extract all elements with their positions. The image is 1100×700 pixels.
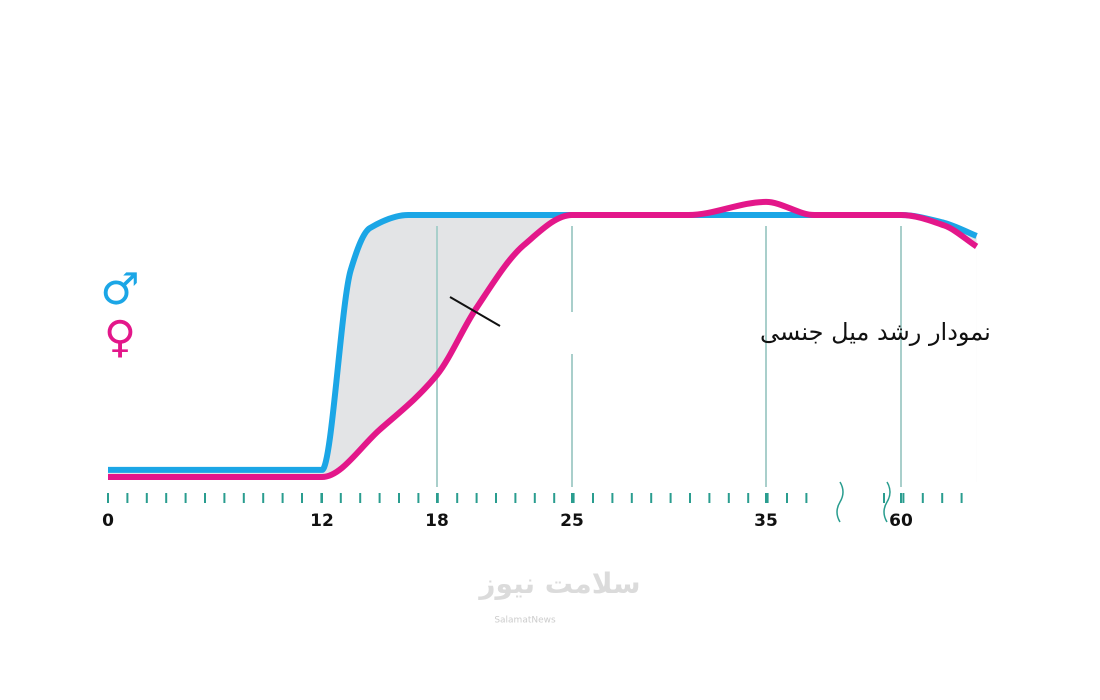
legend-female: ♀ bbox=[104, 312, 136, 363]
annotation-bg bbox=[505, 312, 765, 354]
x-tick-label: 0 bbox=[102, 511, 114, 531]
line bbox=[108, 198, 979, 481]
watermark: سلامت نیوز bbox=[477, 567, 640, 600]
x-tick-label: 12 bbox=[310, 511, 334, 531]
x-tick-label: 35 bbox=[754, 511, 778, 531]
grid bbox=[436, 226, 902, 487]
axis-break bbox=[883, 481, 891, 523]
annotation: نمودار رشد میل جنسی bbox=[760, 318, 991, 346]
x-tick-label: 60 bbox=[889, 511, 913, 531]
ticks: 0 12 18 25 35 60 bbox=[102, 493, 963, 531]
axis-break bbox=[836, 481, 844, 523]
x-tick-label: 18 bbox=[425, 511, 449, 531]
legend-male: ♂ bbox=[100, 264, 139, 315]
x-tick-label: 25 bbox=[560, 511, 584, 531]
leader-line bbox=[449, 296, 501, 327]
lines bbox=[108, 198, 979, 481]
watermark-sub: SalamatNews bbox=[494, 616, 556, 626]
